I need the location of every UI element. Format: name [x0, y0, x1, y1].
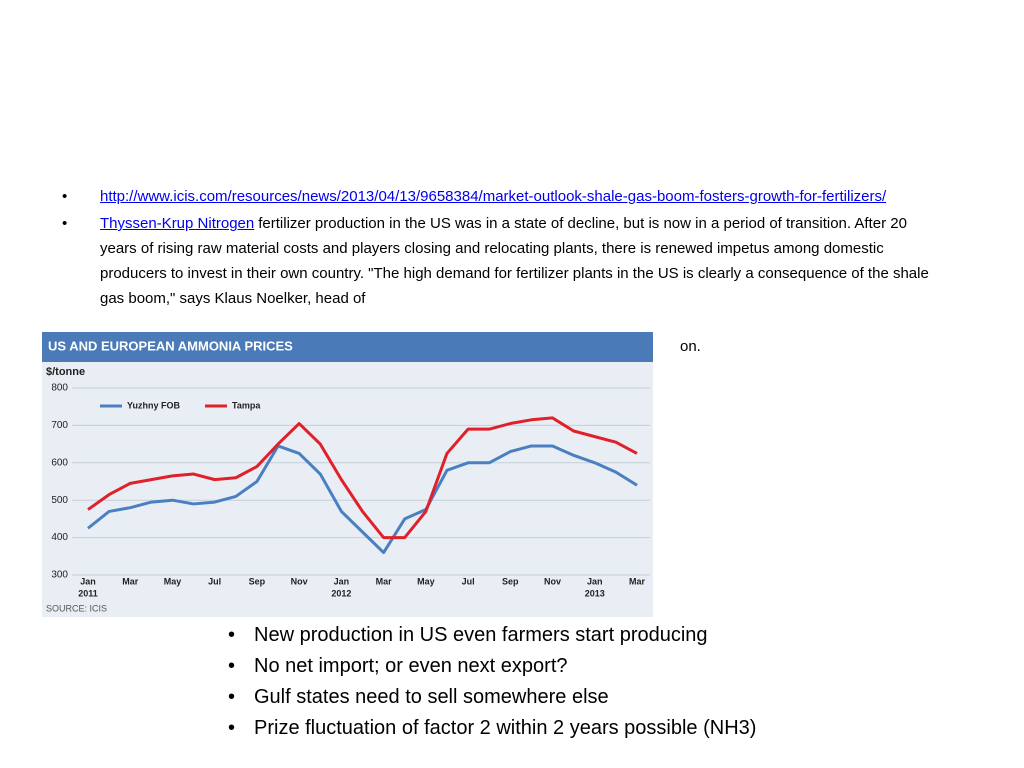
x-tick-label: Jan [334, 576, 350, 586]
x-tick-label: May [417, 576, 435, 586]
x-year-label: 2011 [78, 588, 98, 598]
chart-background [42, 332, 653, 617]
x-tick-label: Mar [376, 576, 393, 586]
y-tick-label: 400 [51, 532, 68, 543]
chart: US AND EUROPEAN AMMONIA PRICES $/tonne S… [42, 332, 653, 617]
link[interactable]: http://www.icis.com/resources/news/2013/… [100, 188, 887, 205]
x-tick-label: Jan [80, 576, 96, 586]
bullet: Prize fluctuation of factor 2 within 2 y… [228, 713, 756, 744]
x-year-label: 2012 [331, 588, 351, 598]
x-tick-label: Sep [249, 576, 266, 586]
y-tick-label: 700 [51, 420, 68, 431]
x-tick-label: Nov [544, 576, 561, 586]
bullet: http://www.icis.com/resources/news/2013/… [60, 184, 940, 209]
y-tick-label: 600 [51, 457, 68, 468]
paragraph-tail: on. [680, 338, 701, 355]
series-line [87, 444, 638, 555]
paragraph: fertilizer production in the US was in a… [100, 215, 929, 307]
y-tick-label: 800 [51, 383, 68, 394]
bullet: No net import; or even next export? [228, 651, 756, 682]
bullet: Gulf states need to sell somewhere else [228, 682, 756, 713]
chart-header [42, 332, 653, 362]
legend-label: Yuzhny FOB [127, 400, 181, 410]
notes-list: New production in US even farmers start … [228, 620, 756, 744]
legend-label: Tampa [232, 400, 261, 410]
x-year-label: 2013 [585, 588, 605, 598]
series-line [87, 416, 638, 540]
y-tick-label: 500 [51, 495, 68, 506]
link-list: http://www.icis.com/resources/news/2013/… [60, 184, 940, 313]
x-tick-label: Mar [629, 576, 646, 586]
chart-title: US AND EUROPEAN AMMONIA PRICES [48, 338, 293, 353]
x-tick-label: Jul [208, 576, 221, 586]
x-tick-label: Jul [462, 576, 475, 586]
x-tick-label: May [164, 576, 182, 586]
x-tick-label: Nov [291, 576, 308, 586]
x-tick-label: Jan [587, 576, 603, 586]
y-axis-label: $/tonne [46, 366, 85, 378]
x-tick-label: Sep [502, 576, 519, 586]
x-tick-label: Mar [122, 576, 139, 586]
link[interactable]: Thyssen-Krup Nitrogen [100, 215, 255, 232]
source: SOURCE: ICIS [46, 603, 107, 613]
bullet: New production in US even farmers start … [228, 620, 756, 651]
y-tick-label: 300 [51, 570, 68, 581]
